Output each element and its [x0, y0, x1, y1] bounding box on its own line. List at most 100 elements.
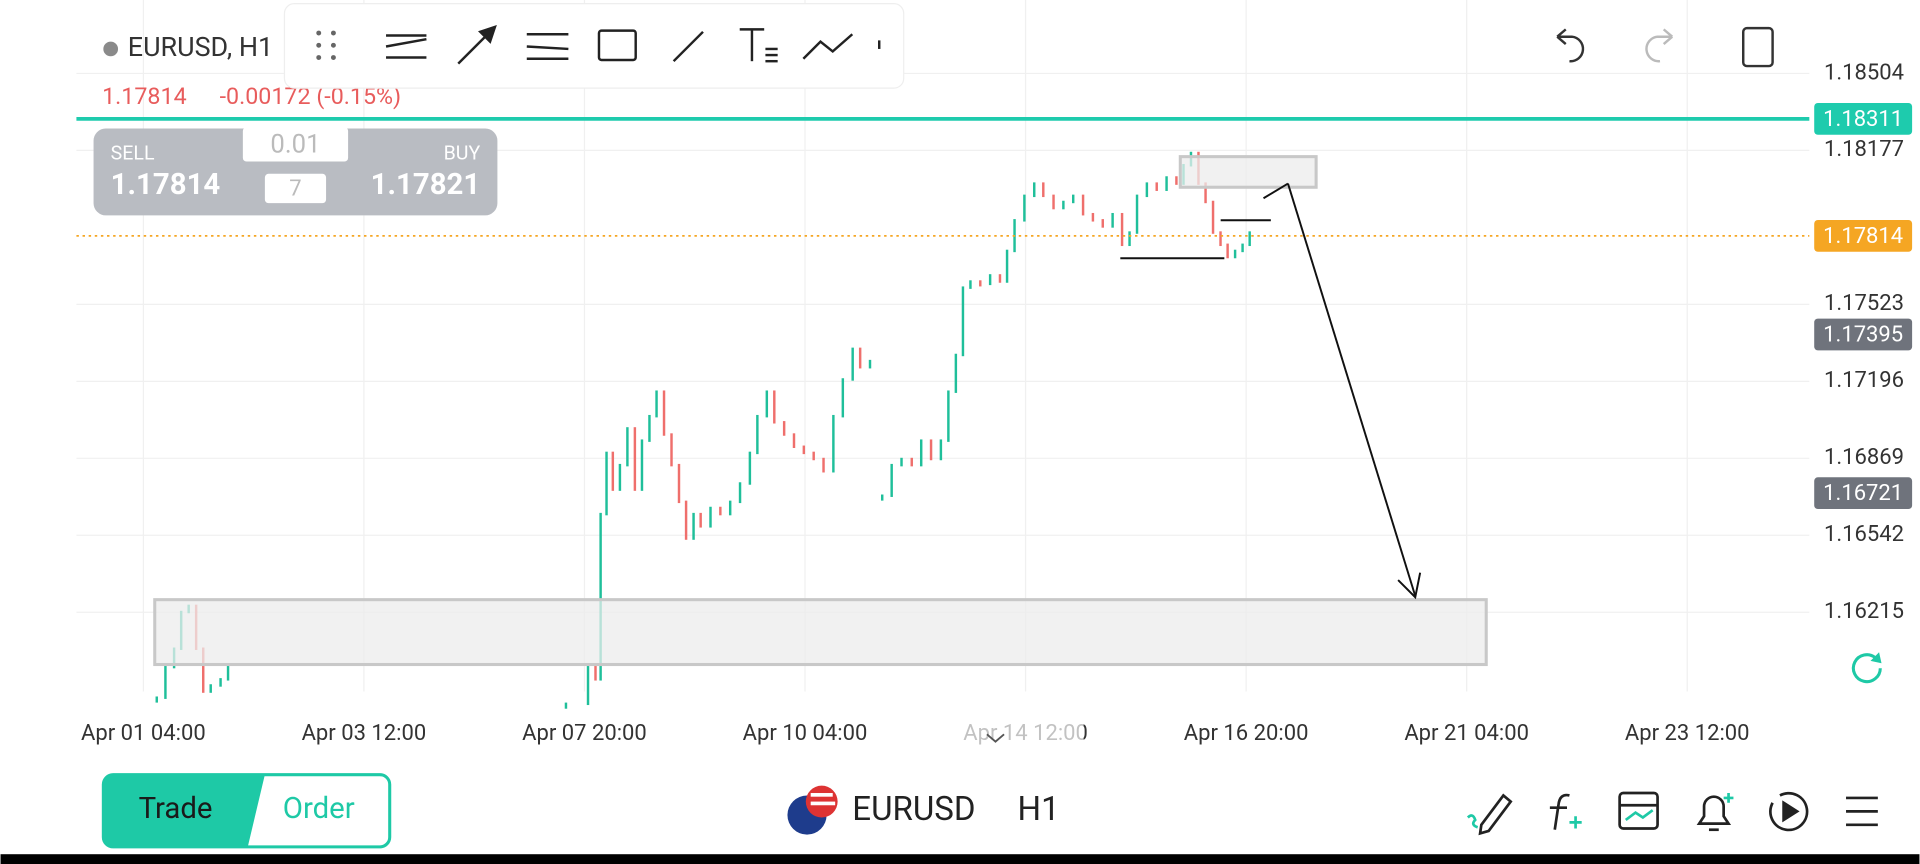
candle [1042, 182, 1045, 198]
trade-tab[interactable]: Trade [139, 792, 213, 826]
candle [832, 414, 835, 473]
count-box [264, 173, 327, 204]
x-tick-label: Apr 01 04:00 [81, 721, 206, 746]
quote: 1.17814 [102, 82, 187, 110]
candle [954, 353, 958, 393]
candle [998, 274, 1002, 283]
candle [910, 457, 913, 467]
candle [155, 696, 158, 703]
buy-price[interactable]: 1.17821 [371, 168, 481, 202]
collapse-icon [986, 733, 1005, 743]
undo-button[interactable] [1556, 28, 1585, 63]
orientation-button[interactable] [1742, 26, 1774, 68]
candle [890, 463, 893, 497]
candle [684, 500, 688, 540]
drag-handle[interactable] [316, 30, 336, 60]
candle [611, 451, 615, 491]
candle [1175, 176, 1178, 185]
tool-fib[interactable] [526, 33, 569, 60]
candle [1211, 200, 1215, 234]
replay-icon[interactable] [1769, 791, 1809, 832]
y-tick-label: 1.18504 [1824, 60, 1904, 85]
tool-arrow[interactable] [457, 24, 497, 65]
candle [1072, 194, 1075, 204]
trend-line[interactable] [1262, 182, 1289, 200]
candle [969, 280, 972, 289]
candle [858, 347, 862, 369]
zone-rectangle[interactable] [153, 598, 1488, 667]
toolbar-panel [283, 3, 905, 89]
sell-label[interactable]: SELL [111, 141, 155, 164]
candle [662, 390, 666, 436]
candle [626, 427, 629, 467]
tool-text[interactable] [739, 28, 778, 63]
candle [919, 439, 923, 467]
trade-tab-bg [103, 774, 265, 847]
candle [1241, 243, 1244, 253]
candle [599, 512, 602, 681]
candle [1145, 182, 1149, 198]
candle [709, 506, 712, 528]
candle [822, 457, 825, 473]
drawing-toolbar [283, 3, 1774, 89]
tool-parallel[interactable] [385, 34, 427, 59]
x-tick-label: Apr 21 04:00 [1404, 721, 1529, 746]
zone-rectangle[interactable] [1178, 155, 1318, 189]
trade-panel-bg [93, 128, 498, 216]
arrow-line[interactable] [1287, 183, 1417, 597]
bottom-symbol[interactable]: EURUSD [852, 790, 975, 829]
redo-button[interactable] [1645, 28, 1674, 63]
tool-path[interactable] [802, 33, 854, 60]
reset-button[interactable] [1851, 652, 1882, 684]
candle [851, 347, 854, 381]
candle [1248, 231, 1251, 247]
order-tab[interactable]: Order [283, 792, 355, 826]
candle [1226, 243, 1229, 259]
price-badge-label: 1.18311 [1823, 107, 1903, 132]
price-badge [1814, 102, 1913, 135]
candle [961, 286, 965, 357]
y-tick-label: 1.16869 [1824, 445, 1904, 470]
symbol-flag [787, 785, 838, 835]
indicator-icon[interactable] [1549, 793, 1582, 830]
bottom-timeframe[interactable]: H1 [1018, 790, 1060, 829]
price-badge [1814, 219, 1913, 252]
candle [1111, 212, 1114, 228]
tool-rectangle[interactable] [597, 29, 637, 62]
x-axis: Apr 01 04:00 Apr 03 12:00 Apr 07 20:00 Apr … [81, 721, 1750, 746]
tool-line[interactable] [672, 30, 704, 63]
candle [738, 482, 742, 504]
collapse-tab[interactable] [909, 719, 1084, 757]
candle [1023, 194, 1026, 222]
candle [765, 390, 769, 418]
buy-label[interactable]: BUY [444, 141, 481, 164]
lot-input[interactable] [242, 127, 349, 162]
x-tick-label: Apr 07 20:00 [522, 721, 647, 746]
status-dot [103, 41, 119, 57]
candle [633, 427, 637, 491]
sell-price[interactable]: 1.17814 [111, 168, 221, 202]
candle [773, 390, 776, 424]
template-icon[interactable] [1618, 791, 1659, 830]
price-badge [1814, 318, 1913, 351]
arrow-head [1397, 572, 1422, 600]
drawings [153, 155, 1488, 667]
candle [929, 439, 933, 461]
trade-panel: 0.01 7 SELL 1.17814 BUY 1.17821 [93, 127, 498, 216]
draw-icon[interactable] [1466, 793, 1513, 836]
candle [1219, 231, 1222, 247]
candle [1120, 212, 1124, 247]
candle [1033, 182, 1036, 198]
candle [728, 500, 732, 516]
x-tick-label: Apr 03 12:00 [302, 721, 427, 746]
y-tick-label: 1.17196 [1824, 368, 1904, 393]
menu-icon[interactable] [1846, 796, 1878, 827]
y-tick-label: 1.16215 [1824, 599, 1904, 624]
candle [655, 390, 658, 418]
x-tick-label: Apr 16 20:00 [1184, 721, 1309, 746]
alert-icon[interactable] [1696, 793, 1734, 832]
candle [812, 451, 815, 461]
candle [586, 665, 590, 706]
candle [164, 665, 167, 699]
